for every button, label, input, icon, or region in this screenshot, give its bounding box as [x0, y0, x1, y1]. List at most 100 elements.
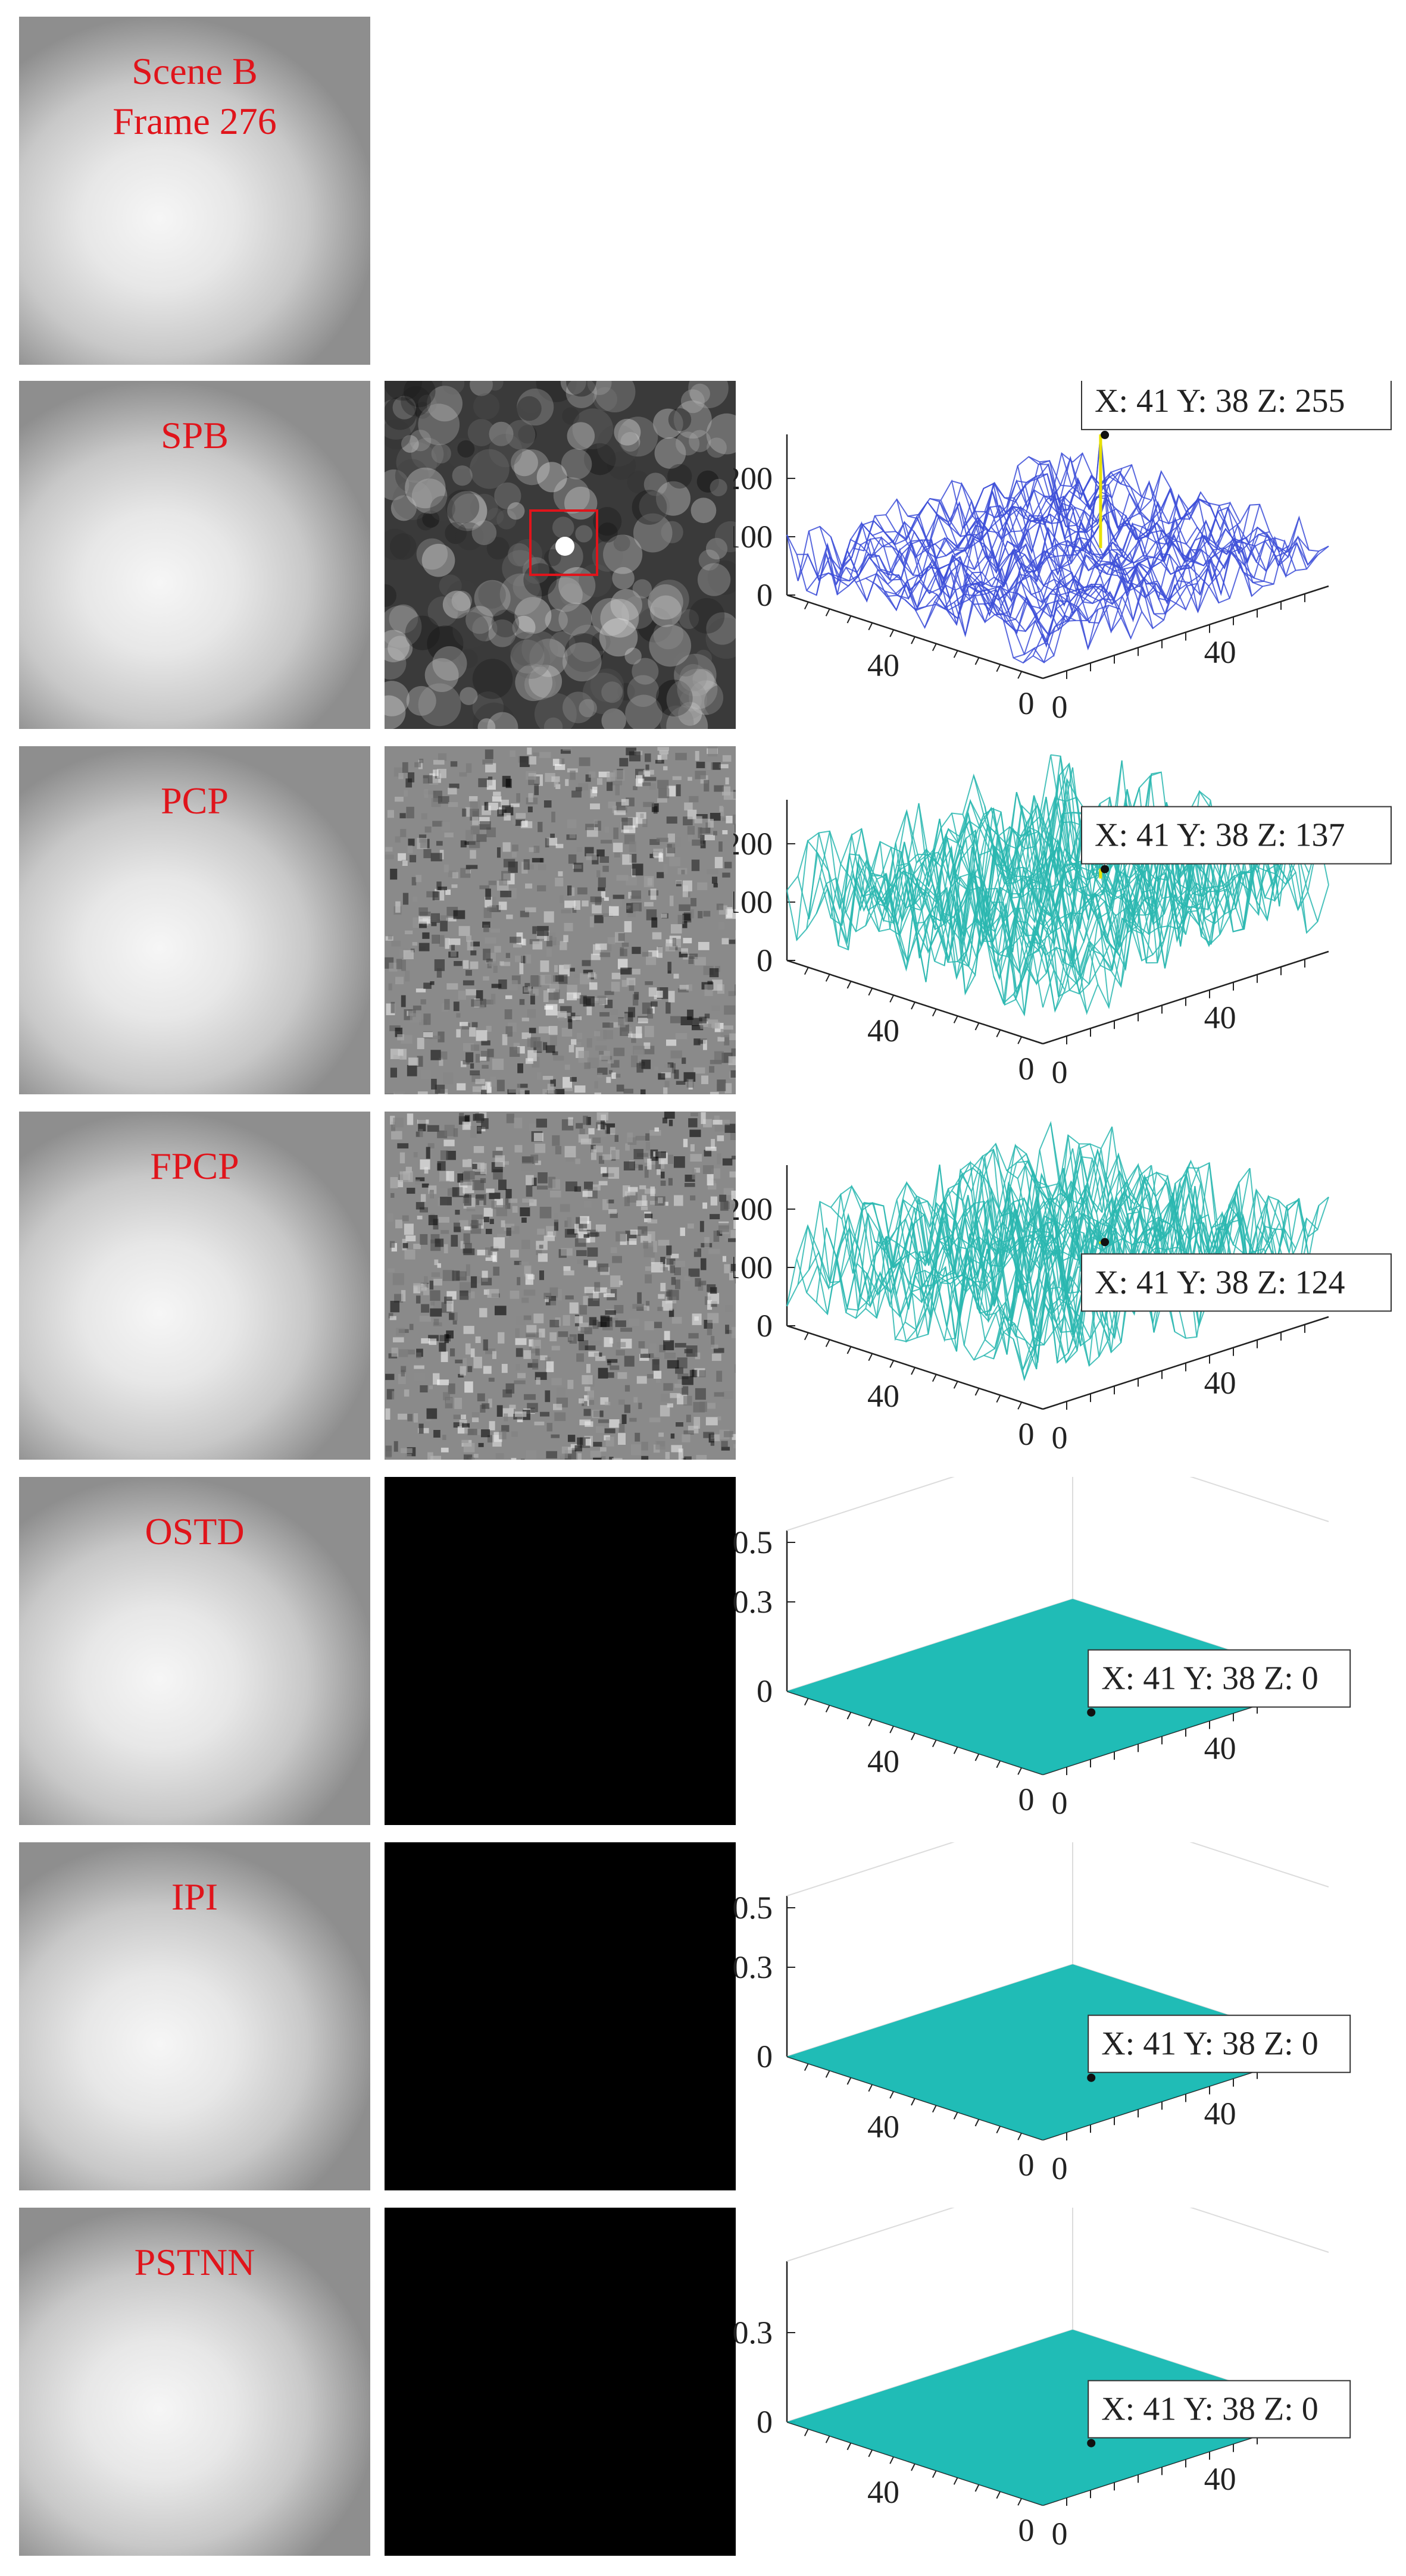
mesh-line	[962, 1154, 1220, 1328]
mesh-line	[895, 487, 1182, 610]
3d-surface-plot: 0.3 0 40 40 0 0 X: 41 Y: 38 Z: 0	[733, 2168, 1394, 2556]
origin-tick-label: 0	[1018, 1051, 1035, 1087]
method-label: PSTNN	[134, 2241, 255, 2283]
mesh-line	[855, 1148, 1142, 1319]
datatip-text: X: 41 Y: 38 Z: 0	[1101, 2026, 1318, 2062]
z-tick-label: 0	[757, 2039, 773, 2074]
mesh-line	[826, 796, 1113, 950]
datatip: X: 41 Y: 38 Z: 255	[1081, 371, 1392, 430]
mesh-line	[786, 452, 1073, 581]
original-frame-image: IPI	[19, 1842, 370, 2190]
mesh-line	[865, 492, 1152, 591]
mesh-line	[995, 484, 1252, 597]
y-tick-label: 40	[867, 1013, 899, 1048]
z-tick-label: 0.3	[733, 2315, 773, 2350]
noise-texture	[385, 1112, 736, 1460]
x-tick-label: 40	[1204, 1365, 1236, 1401]
original-frame-image: FPCP	[19, 1112, 370, 1460]
3d-surface-plot: 0.5 0.3 0 40 40 0 0 X: 41 Y: 38 Z: 0	[733, 1802, 1394, 2190]
origin-tick-label: 0	[1052, 1054, 1068, 1090]
3d-surface-plot: 0.5 0.3 0 40 40 0 0 X: 41 Y: 38 Z: 0	[733, 1437, 1394, 1825]
datatip-marker	[1101, 430, 1110, 439]
datatip: X: 41 Y: 38 Z: 0	[1088, 1649, 1351, 1708]
origin-tick-label: 0	[1052, 2516, 1068, 2552]
3d-surface-plot: 2001000404000X: 41 Y: 38 Z: 124	[724, 1112, 1394, 1460]
origin-tick-label: 0	[1018, 686, 1035, 721]
z-tick-label: 0.5	[733, 1525, 773, 1560]
surface-plot-svg: 2001000404000X: 41 Y: 38 Z: 255	[724, 371, 1392, 725]
mesh-line	[786, 755, 1073, 927]
origin-tick-label: 0	[1052, 1420, 1068, 1456]
z-tick-label: 0	[757, 2404, 773, 2440]
mesh-line	[1013, 517, 1300, 659]
grid-line	[786, 1437, 1329, 1531]
mesh-line	[885, 480, 1172, 612]
target-highlight-box	[529, 509, 598, 576]
z-tick-label: 0.5	[733, 1890, 773, 1926]
x-tick-label: 40	[1204, 2461, 1236, 2497]
method-label: OSTD	[145, 1510, 245, 1553]
3d-surface-plot: 2001000404000X: 41 Y: 38 Z: 137	[724, 746, 1394, 1094]
grid-line	[786, 1802, 1329, 1896]
datatip-text: X: 41 Y: 38 Z: 0	[1101, 2391, 1318, 2428]
y-tick-label: 40	[867, 647, 899, 683]
mesh-line	[940, 799, 1198, 963]
datatip: X: 41 Y: 38 Z: 0	[1088, 2380, 1351, 2439]
datatip: X: 41 Y: 38 Z: 0	[1088, 2014, 1351, 2073]
detection-result-image	[385, 381, 736, 729]
z-tick-label: 0	[757, 943, 773, 978]
z-tick-label: 0.3	[733, 1584, 773, 1620]
datatip-marker	[1087, 2073, 1096, 2082]
datatip-marker	[1101, 1238, 1110, 1247]
surface-plot-svg: 2001000404000X: 41 Y: 38 Z: 124	[724, 1120, 1392, 1456]
y-tick-label: 40	[867, 2109, 899, 2145]
mesh-line	[786, 1120, 1073, 1307]
z-tick-label: 100	[733, 884, 773, 920]
z-tick-label: 0	[757, 577, 773, 613]
origin-tick-label: 0	[1018, 1782, 1035, 1817]
mesh-line	[826, 1126, 1113, 1309]
z-tick-label: 0.3	[733, 1949, 773, 1985]
detection-result-image	[385, 1842, 736, 2190]
datatip-text: X: 41 Y: 38 Z: 0	[1101, 1660, 1318, 1697]
z-tick-label: 200	[733, 461, 773, 496]
method-label: SPB	[161, 414, 229, 456]
flat-surface	[787, 1964, 1329, 2140]
datatip-text: X: 41 Y: 38 Z: 137	[1095, 817, 1345, 854]
mesh-line	[806, 1144, 1093, 1293]
method-label: FPCP	[150, 1145, 239, 1187]
origin-tick-label: 0	[1018, 2512, 1035, 2548]
x-tick-label: 40	[1204, 634, 1236, 670]
flat-surface	[787, 1599, 1329, 1774]
detection-result-image	[385, 1112, 736, 1460]
z-tick-label: 0	[757, 1673, 773, 1709]
original-frame-image: Scene B Frame 276	[19, 17, 370, 365]
z-tick-label: 200	[733, 826, 773, 862]
mesh-line	[1039, 1144, 1296, 1279]
mesh-line	[1050, 456, 1308, 569]
mesh-line	[806, 455, 1093, 591]
original-frame-image: OSTD	[19, 1477, 370, 1825]
original-frame-image: SPB	[19, 381, 370, 729]
noise-texture	[385, 381, 736, 729]
z-tick-label: 100	[733, 1250, 773, 1285]
mesh-line	[1006, 1153, 1264, 1294]
origin-tick-label: 0	[1018, 1416, 1035, 1452]
grid-line	[786, 2168, 1329, 2262]
mesh-line	[914, 492, 1201, 612]
datatip-text: X: 41 Y: 38 Z: 255	[1095, 383, 1345, 420]
mesh-line	[826, 480, 1113, 596]
datatip-text: X: 41 Y: 38 Z: 124	[1095, 1264, 1345, 1301]
mesh-line	[895, 1180, 1182, 1342]
mesh-line	[835, 760, 1123, 943]
method-label: Frame 276	[113, 100, 277, 142]
mesh-line	[1061, 453, 1318, 567]
datatip-marker	[1087, 1708, 1096, 1717]
mesh-line	[1050, 1123, 1308, 1287]
mesh-line	[1017, 1160, 1274, 1287]
mesh-line	[1042, 539, 1329, 658]
mesh-line	[796, 756, 1083, 940]
mesh-line	[1072, 1126, 1329, 1266]
